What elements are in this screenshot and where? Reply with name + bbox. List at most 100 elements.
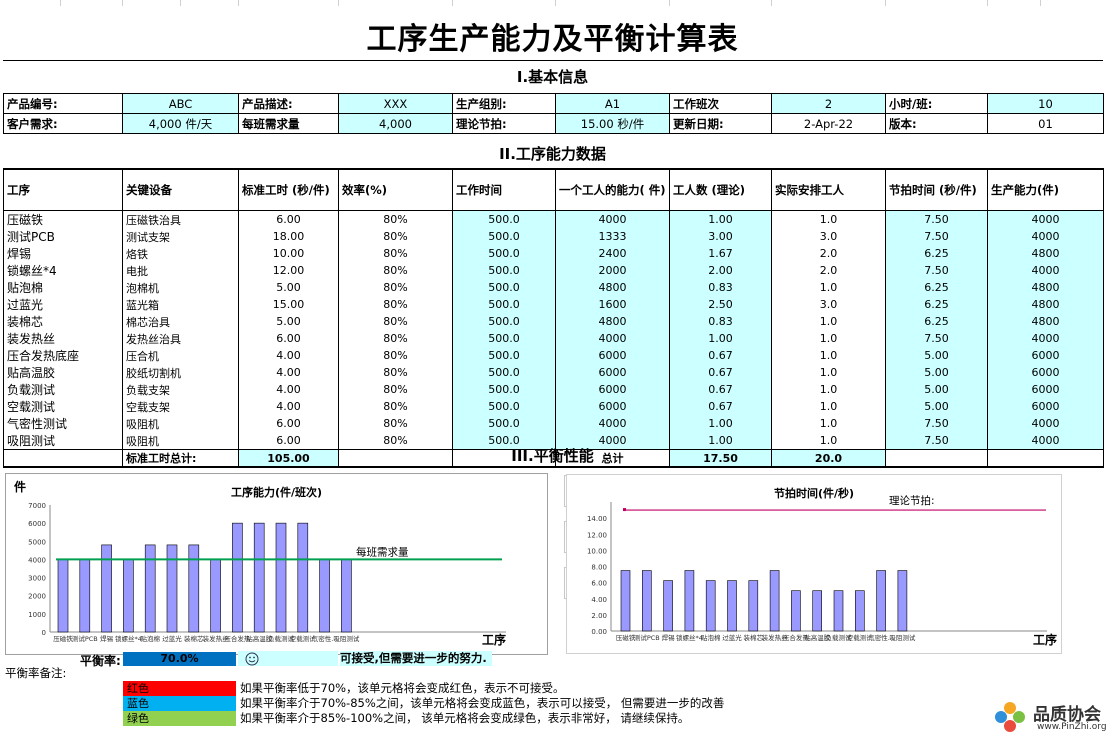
table-cell[interactable]: 1600 (555, 296, 670, 313)
table-cell[interactable]: 1.0 (771, 330, 886, 347)
table-cell[interactable]: 500.0 (452, 245, 556, 262)
table-cell[interactable]: 80% (338, 228, 453, 245)
table-cell[interactable]: 6000 (987, 381, 1104, 398)
table-cell[interactable]: 12.00 (238, 262, 339, 279)
balance-rate-cell[interactable]: 70.0% (123, 652, 236, 666)
table-cell[interactable]: 空载支架 (122, 398, 239, 415)
table-cell[interactable]: 6000 (987, 347, 1104, 364)
table-cell[interactable]: 负载支架 (122, 381, 239, 398)
table-cell[interactable]: 过蓝光 (3, 296, 123, 313)
table-cell[interactable]: 4.00 (238, 398, 339, 415)
table-cell[interactable]: 80% (338, 398, 453, 415)
table-cell[interactable]: 500.0 (452, 347, 556, 364)
table-cell[interactable]: 电批 (122, 262, 239, 279)
table-cell[interactable]: 500.0 (452, 364, 556, 381)
table-cell[interactable]: 5.00 (885, 381, 988, 398)
table-cell[interactable]: 6.25 (885, 296, 988, 313)
total-cell[interactable]: 20.0 (771, 449, 886, 468)
table-cell[interactable]: 4000 (987, 415, 1104, 432)
table-cell[interactable]: 7.50 (885, 432, 988, 450)
table-cell[interactable]: 80% (338, 245, 453, 262)
table-cell[interactable]: 1.00 (669, 210, 772, 228)
table-cell[interactable]: 5.00 (885, 364, 988, 381)
total-cell[interactable]: 105.00 (238, 449, 339, 468)
table-cell[interactable]: 80% (338, 262, 453, 279)
table-cell[interactable]: 吸阻机 (122, 415, 239, 432)
shifts-cell[interactable]: 2 (771, 93, 886, 114)
table-cell[interactable]: 6.00 (238, 210, 339, 228)
table-cell[interactable]: 1.0 (771, 279, 886, 296)
table-cell[interactable]: 6.00 (238, 330, 339, 347)
table-cell[interactable]: 发热丝治具 (122, 330, 239, 347)
table-cell[interactable]: 4000 (555, 210, 670, 228)
demand-per-shift-cell[interactable]: 4,000 (338, 113, 453, 134)
capacity-chart[interactable]: 件 工序能力(件/班次) 0 1000 2000 3000 4000 5000 6000 70… (5, 473, 548, 655)
table-cell[interactable]: 蓝光箱 (122, 296, 239, 313)
table-cell[interactable]: 4000 (987, 210, 1104, 228)
table-cell[interactable]: 4000 (555, 330, 670, 347)
table-cell[interactable]: 1.0 (771, 210, 886, 228)
version-cell[interactable]: 01 (987, 113, 1104, 134)
table-cell[interactable]: 测试PCB (3, 228, 123, 245)
table-cell[interactable]: 80% (338, 381, 453, 398)
product-desc-cell[interactable]: XXX (338, 93, 453, 114)
table-cell[interactable]: 3.0 (771, 296, 886, 313)
table-cell[interactable]: 胶纸切割机 (122, 364, 239, 381)
table-cell[interactable]: 7.50 (885, 262, 988, 279)
table-cell[interactable]: 500.0 (452, 210, 556, 228)
table-cell[interactable]: 5.00 (238, 313, 339, 330)
table-cell[interactable]: 6000 (555, 398, 670, 415)
hours-per-shift-cell[interactable]: 10 (987, 93, 1104, 114)
customer-demand-cell[interactable]: 4,000 件/天 (122, 113, 239, 134)
table-cell[interactable]: 1.67 (669, 245, 772, 262)
table-cell[interactable]: 2400 (555, 245, 670, 262)
table-cell[interactable]: 5.00 (238, 279, 339, 296)
table-cell[interactable]: 2.0 (771, 262, 886, 279)
table-cell[interactable]: 0.67 (669, 398, 772, 415)
table-cell[interactable]: 0.83 (669, 313, 772, 330)
table-cell[interactable]: 6000 (555, 347, 670, 364)
table-cell[interactable]: 4000 (987, 228, 1104, 245)
table-cell[interactable]: 10.00 (238, 245, 339, 262)
table-cell[interactable]: 7.50 (885, 330, 988, 347)
table-cell[interactable]: 吸阻机 (122, 432, 239, 450)
table-cell[interactable]: 7.50 (885, 415, 988, 432)
table-cell[interactable]: 2.0 (771, 245, 886, 262)
table-cell[interactable]: 6.25 (885, 279, 988, 296)
table-cell[interactable]: 80% (338, 210, 453, 228)
table-cell[interactable]: 4.00 (238, 364, 339, 381)
table-cell[interactable]: 4000 (987, 330, 1104, 347)
table-cell[interactable]: 锁螺丝*4 (3, 262, 123, 279)
total-cell[interactable]: 17.50 (669, 449, 772, 468)
table-cell[interactable]: 15.00 (238, 296, 339, 313)
table-cell[interactable]: 3.0 (771, 228, 886, 245)
table-cell[interactable]: 500.0 (452, 228, 556, 245)
table-cell[interactable]: 4.00 (238, 347, 339, 364)
table-cell[interactable]: 80% (338, 313, 453, 330)
table-cell[interactable]: 2.50 (669, 296, 772, 313)
table-cell[interactable]: 6000 (555, 364, 670, 381)
table-cell[interactable]: 贴泡棉 (3, 279, 123, 296)
table-cell[interactable]: 0.67 (669, 381, 772, 398)
table-cell[interactable]: 压磁铁治具 (122, 210, 239, 228)
table-cell[interactable]: 500.0 (452, 432, 556, 450)
update-date-cell[interactable]: 2-Apr-22 (771, 113, 886, 134)
table-cell[interactable]: 80% (338, 279, 453, 296)
product-code-cell[interactable]: ABC (122, 93, 239, 114)
table-cell[interactable]: 负载测试 (3, 381, 123, 398)
table-cell[interactable]: 1.00 (669, 432, 772, 450)
table-cell[interactable]: 500.0 (452, 313, 556, 330)
takt-time-cell[interactable]: 15.00 秒/件 (555, 113, 670, 134)
table-cell[interactable]: 4000 (555, 432, 670, 450)
table-cell[interactable]: 500.0 (452, 330, 556, 347)
table-cell[interactable]: 1.00 (669, 415, 772, 432)
table-cell[interactable]: 6.00 (238, 432, 339, 450)
table-cell[interactable]: 80% (338, 415, 453, 432)
table-cell[interactable]: 4000 (987, 432, 1104, 450)
table-cell[interactable]: 1.0 (771, 347, 886, 364)
table-cell[interactable]: 500.0 (452, 415, 556, 432)
table-cell[interactable]: 1.0 (771, 313, 886, 330)
table-cell[interactable]: 80% (338, 364, 453, 381)
table-cell[interactable]: 80% (338, 347, 453, 364)
table-cell[interactable]: 压磁铁 (3, 210, 123, 228)
